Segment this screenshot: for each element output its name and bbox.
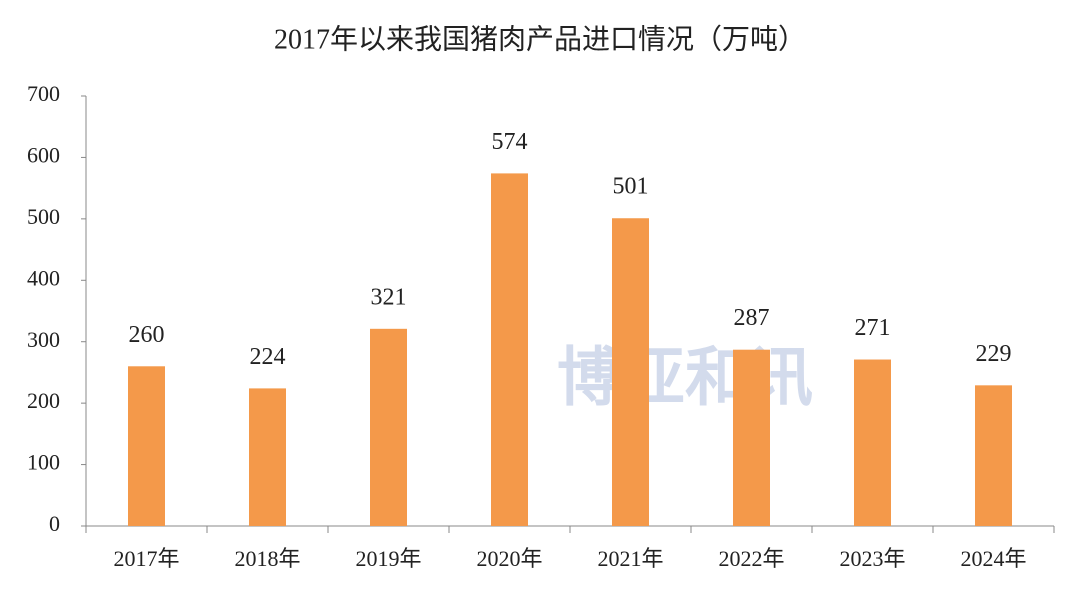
y-tick-label: 500 (27, 204, 60, 229)
bar (249, 388, 286, 526)
y-tick-label: 200 (27, 388, 60, 413)
chart-title: 2017年以来我国猪肉产品进口情况（万吨） (274, 23, 806, 55)
value-label: 260 (129, 322, 165, 348)
y-tick-label: 600 (27, 142, 60, 167)
value-label: 501 (613, 174, 649, 200)
x-tick-label: 2019年 (355, 546, 421, 571)
value-label: 287 (734, 305, 770, 331)
value-label: 271 (855, 315, 891, 341)
value-label: 224 (250, 344, 286, 370)
bar (975, 385, 1012, 526)
bar (612, 218, 649, 526)
x-tick-label: 2023年 (839, 546, 905, 571)
y-tick-label: 0 (49, 511, 60, 536)
bar (491, 173, 528, 526)
value-label: 229 (976, 341, 1012, 367)
y-tick-label: 700 (27, 81, 60, 106)
value-label: 321 (371, 284, 407, 310)
x-tick-label: 2017年 (113, 546, 179, 571)
x-tick-label: 2022年 (718, 546, 784, 571)
bar (733, 349, 770, 526)
x-tick-label: 2024年 (960, 546, 1026, 571)
y-tick-label: 300 (27, 327, 60, 352)
watermark: 博亚和讯 (557, 342, 813, 416)
y-tick-label: 100 (27, 450, 60, 475)
x-tick-label: 2020年 (476, 546, 542, 571)
value-label: 574 (492, 129, 528, 155)
x-tick-label: 2018年 (234, 546, 300, 571)
bar (370, 328, 407, 526)
bar (854, 359, 891, 526)
x-tick-label: 2021年 (597, 546, 663, 571)
y-tick-label: 400 (27, 265, 60, 290)
bar (128, 366, 165, 526)
